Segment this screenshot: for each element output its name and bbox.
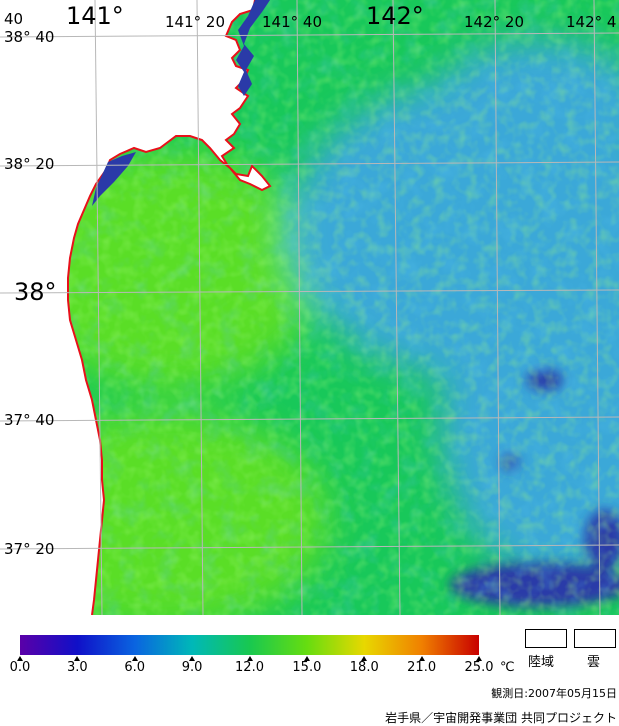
temperature-colorbar	[20, 635, 479, 655]
lon-label-142-40: 142° 4	[566, 13, 617, 31]
land-label: 陸域	[528, 655, 555, 670]
legend: 0.0 3.0 6.0 9.0 12.0 15.0 18.0 21.0 25.0 ℃ 陸域 雲 …	[0, 615, 619, 725]
colorbar-tick-label: 9.0	[181, 660, 203, 675]
colorbar-tick-label: 0.0	[9, 660, 31, 675]
corner-label: 40	[4, 10, 24, 28]
coastal-cold-water	[236, 0, 270, 96]
meridian-line	[94, 0, 103, 615]
lon-label-141-40: 141° 40	[262, 13, 322, 31]
lat-label-37-20: 37° 20	[4, 540, 55, 558]
credit-line: 岩手県／宇宙開発事業団 共同プロジェクト	[385, 711, 617, 725]
lat-label-38-20: 38° 20	[4, 155, 55, 173]
graticule	[0, 0, 619, 615]
colorbar-tick-label: 25.0	[464, 660, 494, 675]
colorbar-tick-mark	[476, 656, 482, 661]
lon-label-142-20: 142° 20	[464, 13, 524, 31]
sst-map: 40 141° 141° 20 141° 40 142° 142° 20 142…	[0, 0, 619, 615]
unit-label: ℃	[500, 660, 515, 675]
colorbar-tick-mark	[189, 656, 196, 661]
colorbar-tick-label: 12.0	[235, 660, 264, 675]
lat-label-38-40: 38° 40	[4, 28, 55, 46]
land-swatch	[525, 629, 567, 648]
colorbar-tick-label: 21.0	[407, 660, 437, 675]
parallel-line	[0, 32, 619, 38]
meridian-line	[494, 0, 501, 615]
parallel-line	[0, 416, 619, 422]
colorbar-tick-mark	[246, 656, 253, 661]
colorbar-tick-mark	[74, 656, 81, 661]
land-mass	[0, 0, 270, 615]
cloud-label: 雲	[587, 655, 601, 670]
lon-label-141: 141°	[66, 2, 124, 30]
meridian-line	[392, 0, 401, 615]
parallel-line	[0, 289, 619, 294]
colorbar-tick-mark	[131, 656, 138, 661]
cloud-swatch	[574, 629, 616, 648]
lon-label-142: 142°	[366, 2, 424, 30]
colorbar-tick-label: 18.0	[349, 660, 379, 675]
colorbar-tick-mark	[303, 656, 310, 661]
lat-label-37-40: 37° 40	[4, 411, 55, 429]
colorbar-tick-mark	[361, 656, 368, 661]
sst-map-canvas	[0, 0, 619, 615]
observation-date: 観測日:2007年05月15日	[491, 687, 617, 700]
lon-label-141-20: 141° 20	[165, 13, 225, 31]
parallel-line	[0, 161, 619, 167]
parallel-line	[0, 544, 619, 550]
meridian-line	[593, 0, 601, 615]
colorbar-tick-label: 6.0	[124, 660, 146, 675]
lat-label-38: 38°	[14, 278, 57, 306]
colorbar-tick-mark	[17, 656, 23, 661]
meridian-line	[296, 0, 303, 615]
colorbar-tick-mark	[418, 656, 425, 661]
colorbar-tick-label: 3.0	[67, 660, 88, 675]
meridian-line	[196, 0, 204, 615]
colorbar-tick-label: 15.0	[292, 660, 322, 675]
